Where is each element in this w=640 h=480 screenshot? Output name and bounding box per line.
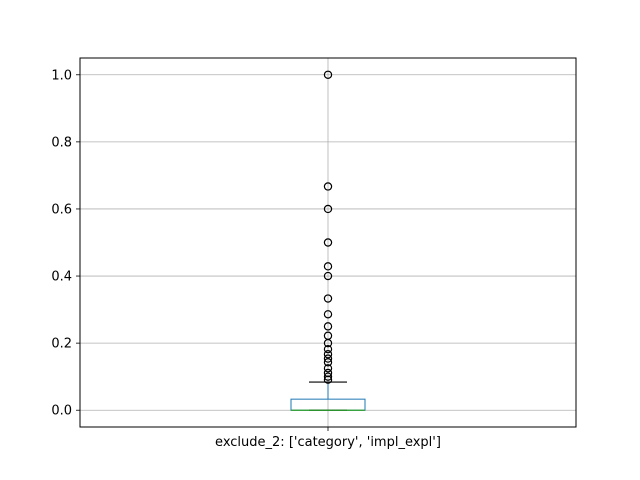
y-tick-label: 0.0 [51, 404, 72, 419]
outlier-point [323, 350, 333, 359]
outlier-point [323, 372, 333, 381]
x-axis: exclude_2: ['category', 'impl_expl'] [215, 427, 441, 450]
outlier-point [323, 364, 333, 373]
outlier-point [323, 182, 333, 191]
outlier-point [323, 271, 333, 281]
outlier-point [323, 331, 333, 340]
outlier-point [323, 358, 333, 367]
outlier-point [323, 344, 333, 354]
outlier-point [323, 310, 333, 319]
outlier-point [323, 262, 333, 271]
outlier-point [323, 368, 333, 378]
outlier-point [323, 294, 333, 303]
outlier-point [323, 322, 333, 331]
grid-layer [80, 58, 576, 427]
outlier-point [323, 354, 333, 363]
box-layer [290, 381, 366, 411]
y-tick-label: 1.0 [51, 68, 72, 83]
outlier-point [323, 204, 333, 214]
outlier-point [323, 70, 333, 79]
outlier-point [323, 238, 333, 247]
x-tick-label: exclude_2: ['category', 'impl_expl'] [215, 435, 441, 450]
y-tick-label: 0.2 [51, 337, 72, 352]
y-tick-label: 0.4 [51, 270, 72, 285]
outlier-layer [323, 70, 333, 384]
y-tick-label: 0.8 [51, 135, 72, 150]
y-axis: 0.0 0.2 0.4 0.6 0.8 1.0 [51, 68, 80, 419]
y-tick-label: 0.6 [51, 202, 72, 217]
